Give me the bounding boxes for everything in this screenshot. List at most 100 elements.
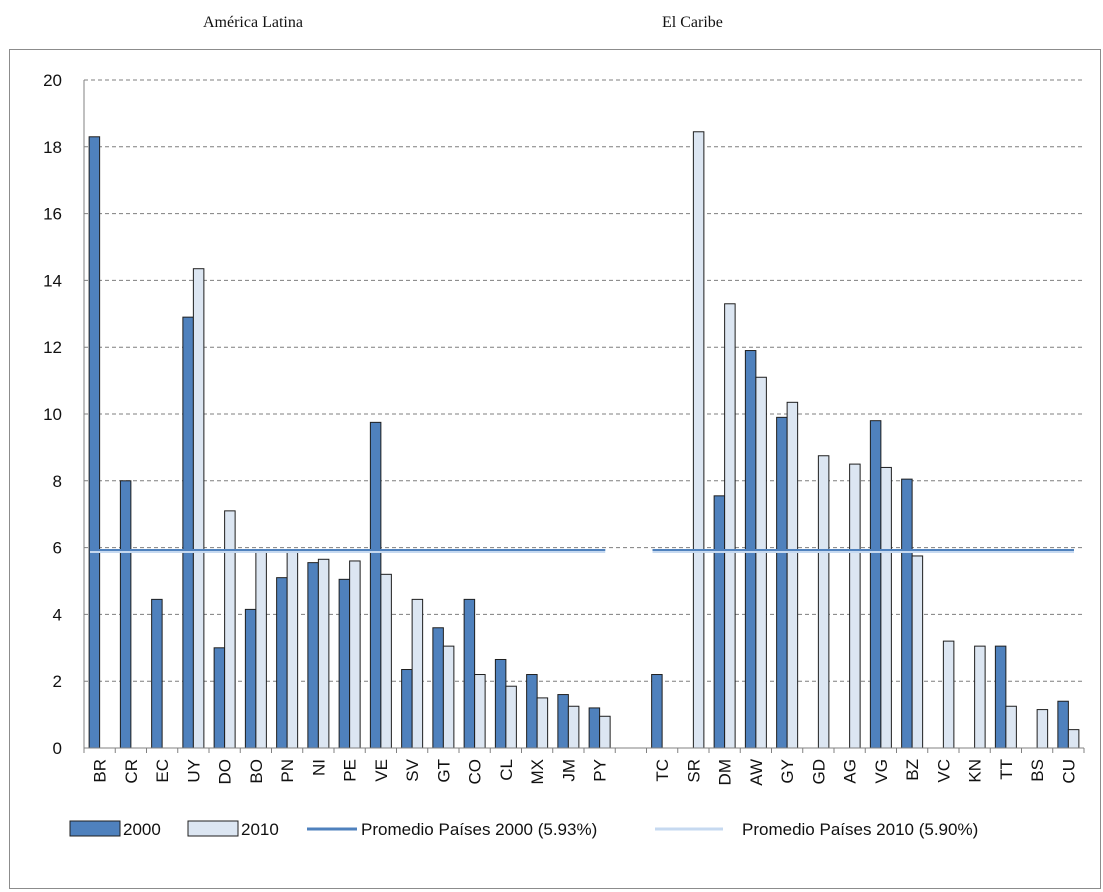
bar-2010-ag <box>849 463 861 749</box>
y-tick-label: 0 <box>53 739 62 758</box>
x-tick-label: PE <box>341 759 360 782</box>
y-tick-label: 14 <box>43 271 62 290</box>
legend-swatch-2010 <box>187 820 239 837</box>
legend: 2000 2010 Promedio Países 2000 (5.93%) Prom… <box>69 820 978 839</box>
bar-2010-gy <box>786 401 799 749</box>
x-tick-label: SV <box>403 758 422 781</box>
bar-2010-aw <box>755 376 767 749</box>
bar-2010-mx <box>536 697 549 749</box>
x-tick-label: UY <box>184 759 203 783</box>
x-tick-label: CL <box>497 759 516 781</box>
bar-2000-gt <box>432 627 444 749</box>
bar-2010-ve <box>380 573 392 749</box>
legend-label-2010: 2010 <box>241 820 279 839</box>
x-tick-label: CO <box>466 759 485 785</box>
bar-2010-gd <box>817 455 830 749</box>
y-tick-label: 16 <box>43 205 62 224</box>
x-tick-label: AW <box>747 759 766 786</box>
bar-2000-sv <box>401 669 413 749</box>
bar-2010-uy <box>192 268 205 749</box>
y-tick-label: 10 <box>43 405 62 424</box>
y-tick-label: 4 <box>53 605 62 624</box>
bar-2000-pe <box>338 578 351 749</box>
x-tick-label: BO <box>247 759 266 784</box>
bar-2000-gy <box>776 416 788 749</box>
bar-2000-br <box>88 136 101 749</box>
bar-2000-bo <box>244 608 257 749</box>
bar-layer <box>88 131 1080 749</box>
bar-2000-cl <box>494 658 507 749</box>
legend-swatch-2000 <box>69 820 121 837</box>
bar-2000-ec <box>151 598 163 749</box>
chart-frame <box>9 49 1101 889</box>
x-tick-label: GT <box>434 759 453 783</box>
y-tick-label: 12 <box>43 338 62 357</box>
bar-2000-cr <box>119 480 132 749</box>
x-tick-label: TC <box>653 759 672 782</box>
x-tick-label: DO <box>216 759 235 785</box>
x-tick-label: BR <box>91 759 110 783</box>
bar-2000-vg <box>869 420 882 749</box>
x-tick-label: PY <box>591 759 610 782</box>
axis-layer: 0 2 4 6 8 10 12 14 16 18 20 BR CR EC UY DO BO PN NI PE VE SV G… <box>43 71 1085 786</box>
bar-2010-ni <box>317 558 330 749</box>
bar-2010-pe <box>349 560 361 749</box>
x-tick-label: VC <box>934 759 953 783</box>
bar-2000-tt <box>994 645 1007 749</box>
x-tick-label: NI <box>309 759 328 776</box>
bar-2010-vg <box>880 466 892 749</box>
x-tick-label: BZ <box>903 759 922 781</box>
x-tick-label: MX <box>528 759 547 785</box>
x-tick-label: BS <box>1028 759 1047 782</box>
x-tick-label: VG <box>872 759 891 784</box>
bar-2000-tc <box>651 674 663 749</box>
bar-2000-co <box>463 598 476 749</box>
bar-2000-jm <box>557 694 569 749</box>
x-tick-label: DM <box>716 759 735 785</box>
x-tick-label: AG <box>841 759 860 784</box>
bar-2010-bz <box>911 555 924 749</box>
bar-2000-ve <box>369 421 382 749</box>
bar-2000-bz <box>901 478 913 749</box>
y-tick-label: 18 <box>43 138 62 157</box>
bar-2000-mx <box>526 674 538 749</box>
y-tick-label: 2 <box>53 672 62 691</box>
bar-2000-dm <box>713 495 726 749</box>
bar-2010-sv <box>411 598 424 749</box>
x-tick-label: JM <box>559 759 578 782</box>
region-title-caribbean: El Caribe <box>662 14 723 31</box>
x-tick-label: CR <box>122 759 141 784</box>
y-tick-label: 20 <box>43 71 62 90</box>
x-tick-label: SR <box>684 759 703 783</box>
x-tick-label: VE <box>372 759 391 782</box>
bar-2000-ni <box>307 562 319 749</box>
bar-2010-bo <box>255 550 267 749</box>
region-title-latin-america: América Latina <box>203 14 303 31</box>
x-tick-label: PN <box>278 759 297 783</box>
bar-2010-vc <box>942 640 955 749</box>
bar-2010-do <box>224 510 236 749</box>
legend-label-2000: 2000 <box>123 820 161 839</box>
bar-2010-pn <box>286 550 299 749</box>
x-tick-label: KN <box>966 759 985 783</box>
bar-2010-kn <box>974 645 986 749</box>
x-tick-label: EC <box>153 759 172 783</box>
bar-2010-dm <box>724 303 736 749</box>
bar-2010-tt <box>1005 705 1017 749</box>
x-tick-label: CU <box>1059 759 1078 784</box>
bar-2010-jm <box>567 705 580 749</box>
bar-2010-co <box>474 674 486 749</box>
bar-2010-py <box>599 715 611 749</box>
bar-2000-py <box>588 707 601 749</box>
bar-2010-gt <box>442 645 455 749</box>
y-tick-label: 6 <box>53 539 62 558</box>
bar-2010-sr <box>692 131 705 749</box>
average-lines-layer <box>90 548 1074 553</box>
bar-2000-pn <box>276 577 288 749</box>
y-tick-label: 8 <box>53 472 62 491</box>
legend-label-avg-2000: Promedio Países 2000 (5.93%) <box>361 820 597 839</box>
bar-2000-do <box>213 647 226 749</box>
bar-2000-cu <box>1057 700 1069 749</box>
x-tick-label: TT <box>997 759 1016 780</box>
